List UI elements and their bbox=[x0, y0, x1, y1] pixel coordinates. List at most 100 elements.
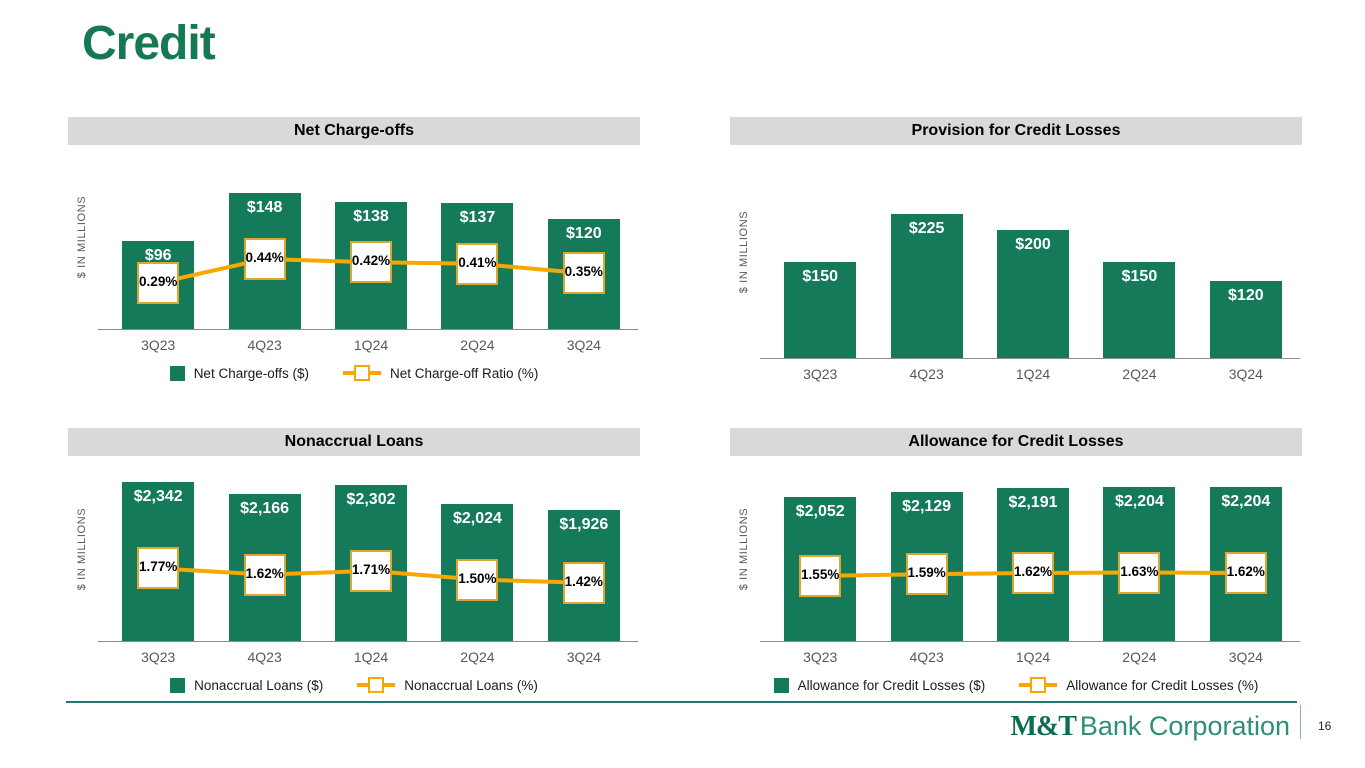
x-tick-3Q24: 3Q24 bbox=[1228, 366, 1263, 382]
x-axis-ticks: 3Q23 4Q23 1Q24 2Q24 3Q24 bbox=[767, 649, 1299, 665]
chart-title: Net Charge-offs bbox=[68, 117, 640, 145]
x-tick-3Q23: 3Q23 bbox=[141, 649, 176, 665]
legend-item-bars: Nonaccrual Loans ($) bbox=[170, 677, 323, 693]
legend-bar-label: Net Charge-offs ($) bbox=[193, 365, 309, 381]
ratio-value-label: 0.29% bbox=[139, 273, 178, 289]
x-tick-3Q24: 3Q24 bbox=[566, 649, 601, 665]
chart-legend: Nonaccrual Loans ($) Nonaccrual Loans (%) bbox=[68, 677, 640, 693]
chart-panel: Provision for Credit Losses $ IN MILLION… bbox=[730, 117, 1302, 382]
page-number-divider bbox=[1300, 705, 1301, 739]
ratio-value-label: 1.59% bbox=[907, 564, 946, 580]
bar-columns: $150 $225 $200 $150 $120 bbox=[767, 145, 1299, 358]
chart-legend: Allowance for Credit Losses ($) Allowance… bbox=[730, 677, 1302, 693]
page-number: 16 bbox=[1318, 719, 1332, 733]
x-tick-4Q23: 4Q23 bbox=[247, 337, 282, 353]
ratio-marker-2Q24: 1.50% bbox=[456, 559, 499, 601]
y-axis-label: $ IN MILLIONS bbox=[738, 210, 750, 293]
bar-3Q24: $1,926 bbox=[547, 510, 620, 641]
plot-inner: $2,342 $2,166 $2,302 $2,024 $1,926 1.77% 1.62… bbox=[105, 456, 637, 641]
brand-logo-text: Bank Corporation bbox=[1079, 711, 1290, 741]
bar-column-3Q24: $1,926 bbox=[531, 456, 637, 641]
bar-value-label: $2,052 bbox=[795, 503, 845, 520]
legend-item-line: Allowance for Credit Losses (%) bbox=[1019, 677, 1258, 693]
chart-title: Allowance for Credit Losses bbox=[730, 428, 1302, 456]
legend-item-line: Net Charge-off Ratio (%) bbox=[343, 365, 538, 381]
ratio-value-label: 0.44% bbox=[245, 249, 284, 265]
x-axis-line bbox=[760, 358, 1300, 359]
x-tick-2Q24: 2Q24 bbox=[1122, 649, 1157, 665]
legend-line-label: Allowance for Credit Losses (%) bbox=[1066, 677, 1259, 693]
bar-column-1Q24: $200 bbox=[980, 145, 1086, 358]
x-axis-line bbox=[760, 641, 1300, 642]
x-tick-3Q23: 3Q23 bbox=[803, 366, 838, 382]
bar-value-label: $2,191 bbox=[1008, 494, 1058, 511]
chart-panel: Nonaccrual Loans $ IN MILLIONS $2,342 $2,… bbox=[68, 428, 640, 693]
ratio-marker-4Q23: 1.59% bbox=[905, 553, 948, 595]
ratio-value-label: 1.71% bbox=[351, 561, 391, 577]
bar-value-label: $2,204 bbox=[1114, 493, 1164, 510]
plot-inner: $150 $225 $200 $150 $120 bbox=[767, 145, 1299, 358]
bar-value-label: $150 bbox=[802, 268, 838, 285]
legend-line-marker-icon bbox=[343, 365, 381, 381]
ratio-value-label: 1.63% bbox=[1120, 563, 1159, 579]
ratio-value-label: 0.35% bbox=[564, 263, 603, 279]
bar-column-4Q23: $225 bbox=[873, 145, 979, 358]
bar-column-2Q24: $150 bbox=[1086, 145, 1192, 358]
bar-value-label: $148 bbox=[246, 199, 283, 216]
legend-item-line: Nonaccrual Loans (%) bbox=[357, 677, 538, 693]
ratio-value-label: 1.62% bbox=[1013, 563, 1053, 579]
ratio-marker-1Q24: 1.62% bbox=[1012, 552, 1054, 594]
ratio-marker-3Q24: 1.42% bbox=[562, 562, 605, 604]
bar-column-3Q23: $150 bbox=[767, 145, 873, 358]
x-tick-3Q23: 3Q23 bbox=[141, 337, 176, 353]
bar-value-label: $200 bbox=[1015, 236, 1051, 253]
chart-panel: Allowance for Credit Losses $ IN MILLION… bbox=[730, 428, 1302, 693]
bar-value-label: $2,302 bbox=[346, 491, 396, 508]
ratio-value-label: 1.50% bbox=[458, 570, 497, 586]
x-tick-2Q24: 2Q24 bbox=[460, 337, 495, 353]
bar-value-label: $138 bbox=[353, 208, 389, 225]
ratio-marker-3Q24: 1.62% bbox=[1224, 552, 1267, 594]
plot-inner: $96 $148 $138 $137 $120 0.29% 0.44% 0.42% 0.41%… bbox=[105, 145, 637, 329]
bar-1Q24: $2,302 bbox=[335, 485, 408, 641]
bar-value-label: $2,166 bbox=[240, 500, 290, 517]
x-tick-1Q24: 1Q24 bbox=[1015, 366, 1051, 382]
chart-plot: $ IN MILLIONS $150 $225 $200 $150 $120 3Q23 4… bbox=[730, 145, 1302, 382]
y-axis-label: $ IN MILLIONS bbox=[76, 507, 88, 590]
brand-logo: M&T Bank Corporation bbox=[1010, 711, 1290, 743]
legend-line-label: Net Charge-off Ratio (%) bbox=[390, 365, 539, 381]
ratio-value-label: 1.62% bbox=[245, 565, 284, 581]
x-tick-1Q24: 1Q24 bbox=[353, 649, 389, 665]
ratio-value-label: 1.62% bbox=[1226, 563, 1265, 579]
legend-bar-swatch-icon bbox=[170, 677, 186, 693]
bar-4Q23: $225 bbox=[890, 214, 963, 358]
x-axis-ticks: 3Q23 4Q23 1Q24 2Q24 3Q24 bbox=[105, 649, 637, 665]
ratio-line bbox=[157, 256, 584, 285]
ratio-marker-3Q23: 1.55% bbox=[799, 555, 842, 597]
bar-column-1Q24: $2,302 bbox=[318, 456, 424, 641]
ratio-value-label: 0.41% bbox=[458, 254, 497, 270]
x-tick-4Q23: 4Q23 bbox=[909, 366, 944, 382]
bar-value-label: $2,024 bbox=[452, 510, 502, 527]
ratio-marker-4Q23: 0.44% bbox=[243, 238, 286, 280]
x-tick-3Q23: 3Q23 bbox=[803, 649, 838, 665]
bar-value-label: $137 bbox=[459, 209, 496, 226]
chart-plot: $ IN MILLIONS $2,052 $2,129 $2,191 $2,204 $2… bbox=[730, 456, 1302, 665]
bar-value-label: $2,204 bbox=[1221, 493, 1271, 510]
bar-value-label: $150 bbox=[1121, 268, 1158, 285]
chart-title: Provision for Credit Losses bbox=[730, 117, 1302, 145]
x-tick-1Q24: 1Q24 bbox=[353, 337, 389, 353]
slide-title: Credit bbox=[82, 17, 216, 70]
ratio-marker-1Q24: 1.71% bbox=[350, 550, 392, 592]
ratio-marker-3Q24: 0.35% bbox=[562, 252, 605, 294]
ratio-marker-3Q23: 0.29% bbox=[137, 262, 180, 304]
legend-bar-swatch-icon bbox=[773, 677, 789, 693]
legend-line-marker-icon bbox=[1019, 677, 1058, 693]
x-axis-line bbox=[98, 329, 638, 330]
bar-2Q24: $150 bbox=[1103, 262, 1176, 358]
ratio-marker-4Q23: 1.62% bbox=[243, 554, 286, 596]
bar-value-label: $2,342 bbox=[133, 488, 183, 505]
chart-plot: $ IN MILLIONS $2,342 $2,166 $2,302 $2,024 $1… bbox=[68, 456, 640, 665]
x-tick-3Q24: 3Q24 bbox=[1228, 649, 1263, 665]
